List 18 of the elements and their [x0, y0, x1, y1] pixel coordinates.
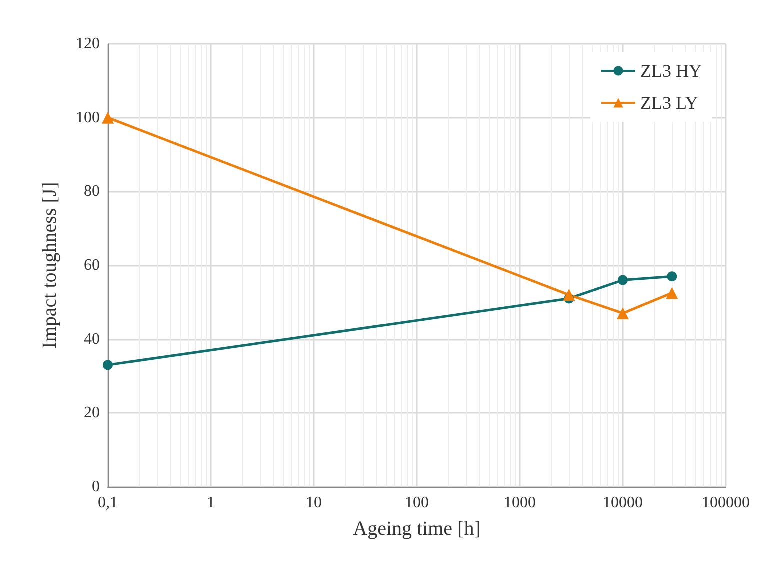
x-tick-label: 100000 — [702, 494, 750, 512]
legend-label: ZL3 HY — [640, 61, 702, 81]
x-tick-label: 1 — [207, 494, 215, 512]
x-tick-label: 10 — [306, 494, 322, 512]
legend-label: ZL3 LY — [640, 93, 698, 113]
x-axis-title: Ageing time [h] — [353, 518, 481, 540]
y-tick-label: 40 — [84, 330, 100, 348]
y-tick-label: 80 — [84, 183, 100, 200]
x-tick-label: 10000 — [603, 494, 643, 512]
y-tick-label: 60 — [84, 257, 100, 274]
y-tick-label: 0 — [92, 478, 100, 496]
y-axis-title: Impact toughness [J] — [39, 182, 61, 349]
y-tick-label: 20 — [84, 404, 100, 422]
y-tick-label: 120 — [76, 36, 100, 52]
y-tick-label: 100 — [76, 109, 100, 126]
x-tick-label: 100 — [405, 494, 429, 512]
x-tick-label: 0,1 — [98, 494, 118, 512]
x-tick-label: 1000 — [504, 494, 536, 512]
